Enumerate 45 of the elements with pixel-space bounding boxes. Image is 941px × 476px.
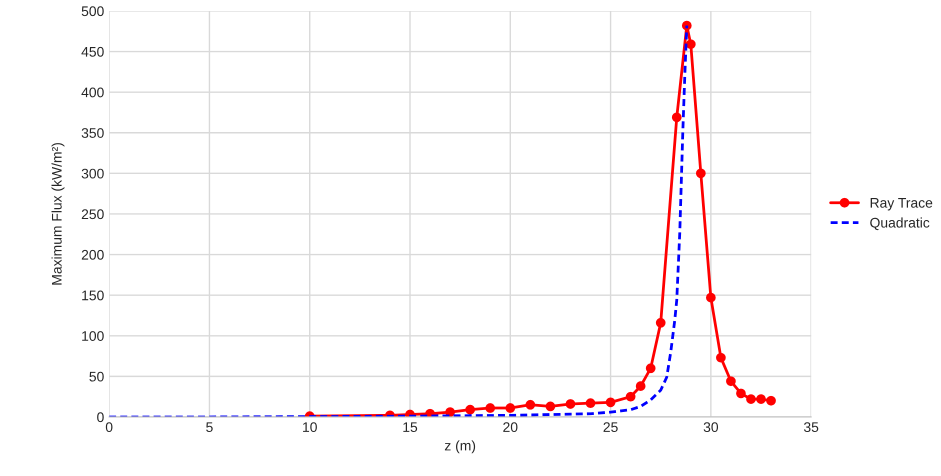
point [756, 394, 766, 404]
y-axis-title: Maximum Flux (kW/m²) [52, 143, 64, 285]
y-tick-label: 250 [82, 209, 104, 220]
point [626, 392, 636, 402]
point [706, 292, 716, 302]
point [485, 403, 496, 413]
x-tick-label: 15 [403, 422, 418, 432]
x-tick-label: 0 [106, 422, 112, 432]
point [736, 388, 746, 398]
point [686, 39, 696, 50]
y-tick-label: 50 [89, 372, 104, 382]
point [656, 318, 666, 328]
y-tick-label: 0 [97, 412, 104, 422]
point [746, 394, 756, 404]
legend-label: Quadratic [870, 217, 930, 230]
point [546, 402, 556, 412]
y-tick-label: 400 [81, 87, 104, 98]
y-tick-label: 350 [82, 128, 104, 138]
x-tick-label: 5 [206, 422, 213, 432]
y-tick-label: 150 [82, 290, 104, 300]
x-tick-label: 30 [704, 422, 718, 432]
x-tick-label: 35 [804, 422, 818, 432]
point [525, 400, 536, 410]
point [465, 404, 476, 415]
y-tick-label: 450 [81, 46, 104, 57]
y-tick-label: 100 [82, 331, 104, 341]
x-tick-label: 20 [503, 422, 518, 432]
y-tick-label: 500 [82, 6, 104, 16]
point [566, 399, 576, 409]
point [606, 397, 616, 408]
point [696, 168, 706, 178]
y-tick-label: 200 [82, 250, 104, 260]
point [646, 363, 656, 374]
point [636, 381, 646, 391]
point [505, 403, 516, 413]
x-tick-label: 10 [303, 422, 317, 432]
point [726, 376, 736, 386]
point [716, 352, 726, 363]
point [672, 112, 682, 122]
point [766, 396, 776, 406]
legend-label: Ray Trace [870, 198, 932, 210]
y-tick-label: 300 [82, 168, 104, 179]
x-tick-label: 25 [604, 422, 618, 432]
point [586, 398, 596, 408]
x-axis-title: z (m) [444, 440, 476, 454]
